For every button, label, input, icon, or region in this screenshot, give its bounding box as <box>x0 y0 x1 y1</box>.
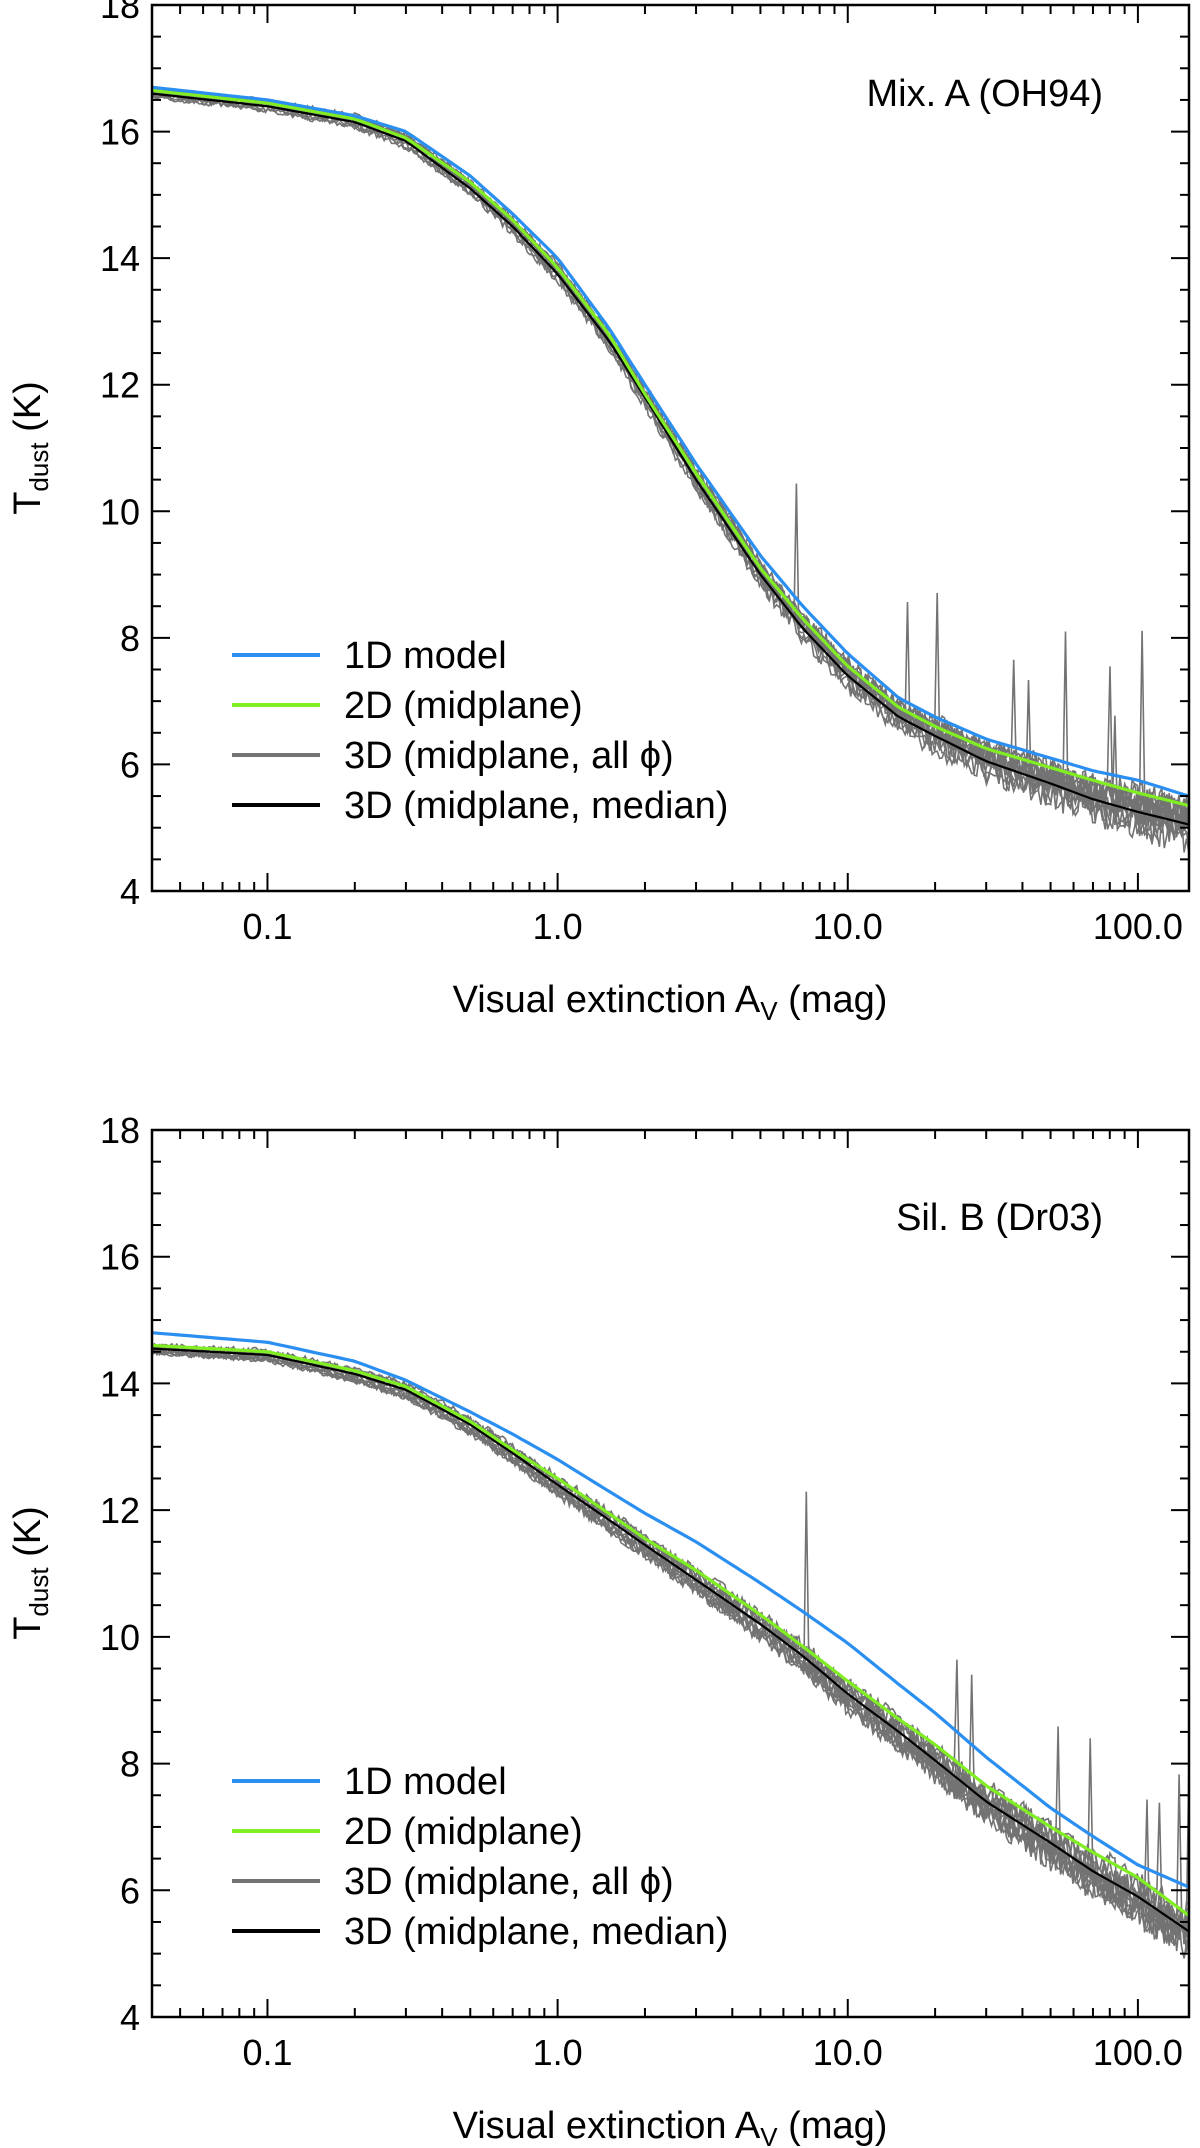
x-tick-label: 100.0 <box>1093 2032 1183 2073</box>
series-line-3d-phi <box>152 87 1189 828</box>
y-tick-label: 12 <box>100 1490 140 1531</box>
series-line-3d-median <box>152 1347 1189 1933</box>
y-tick-label: 10 <box>100 491 140 532</box>
y-tick-label: 6 <box>120 1870 140 1911</box>
y-tick-label: 4 <box>120 1997 140 2038</box>
chart-panel-mix-a: 0.1 1.0 10.0 100.0 4 6 8 10 12 14 16 18 Mix. A (OH9… <box>7 0 1191 1026</box>
legend: 1D model 2D (midplane) 3D (midplane, all ϕ… <box>232 635 728 827</box>
series-line-1d-model <box>152 1331 1189 1889</box>
x-tick-label: 10.0 <box>813 2032 883 2073</box>
series-line-1d-model <box>152 85 1189 798</box>
legend-label: 3D (midplane, all ϕ) <box>344 735 674 777</box>
y-tick-label: 8 <box>120 1744 140 1785</box>
x-tick-label: 10.0 <box>813 906 883 947</box>
y-tick-label: 16 <box>100 1237 140 1278</box>
series-line-3d-phi <box>152 1345 1189 1947</box>
series-line-3d-phi <box>152 89 1189 833</box>
x-tick-label: 0.1 <box>242 906 292 947</box>
series-line-3d-phi <box>152 89 1189 827</box>
y-tick-label: 12 <box>100 365 140 406</box>
y-tick-label: 14 <box>100 238 140 279</box>
series-line-3d-phi <box>152 90 1189 837</box>
legend-label: 1D model <box>344 1761 507 1803</box>
series-line-3d-phi <box>152 1349 1189 1946</box>
series-line-3d-phi <box>152 1349 1189 1959</box>
plot-frame <box>150 1128 1191 2019</box>
series-line-3d-phi <box>152 87 1189 830</box>
legend-label: 2D (midplane) <box>344 1811 583 1853</box>
series-line-3d-phi <box>152 88 1189 824</box>
y-tick-label: 18 <box>100 1110 140 1151</box>
y-axis-label: Tdust (K) <box>7 381 54 515</box>
panel-title: Mix. A (OH94) <box>867 73 1104 115</box>
series-line-3d-phi <box>152 1346 1189 1948</box>
legend-label: 3D (midplane, all ϕ) <box>344 1861 674 1903</box>
legend-label: 3D (midplane, median) <box>344 785 728 827</box>
axis-ticks: 0.1 1.0 10.0 100.0 4 6 8 10 12 14 16 18 <box>100 0 1189 947</box>
x-tick-label: 0.1 <box>242 2032 292 2073</box>
panel-title: Sil. B (Dr03) <box>896 1197 1103 1239</box>
series-line-3d-median <box>152 92 1189 826</box>
series-line-3d-phi <box>152 88 1189 839</box>
y-tick-label: 10 <box>100 1617 140 1658</box>
y-tick-label: 14 <box>100 1363 140 1404</box>
y-tick-label: 16 <box>100 112 140 153</box>
series-lines <box>152 1331 1189 1933</box>
y-tick-label: 4 <box>120 871 140 912</box>
y-tick-label: 18 <box>100 0 140 26</box>
legend-label: 1D model <box>344 635 507 677</box>
axis-ticks: 0.1 1.0 10.0 100.0 4 6 8 10 12 14 16 18 <box>100 1110 1189 2073</box>
y-tick-label: 8 <box>120 618 140 659</box>
series-line-3d-phi <box>152 88 1189 836</box>
y-tick-label: 6 <box>120 744 140 785</box>
y-axis-label: Tdust (K) <box>7 1506 54 1640</box>
x-axis-label: Visual extinction AV (mag) <box>453 2105 888 2148</box>
legend-label: 3D (midplane, median) <box>344 1911 728 1953</box>
chart-panel-sil-b: 0.1 1.0 10.0 100.0 4 6 8 10 12 14 16 18 Sil. B (Dr0… <box>7 1110 1191 2148</box>
series-line-2d-midplane <box>152 1343 1189 1917</box>
x-tick-label: 1.0 <box>533 2032 583 2073</box>
plot-frame <box>150 3 1191 893</box>
series-line-2d-midplane <box>152 88 1189 808</box>
series-lines <box>152 85 1189 826</box>
x-tick-label: 100.0 <box>1093 906 1183 947</box>
x-tick-label: 1.0 <box>533 906 583 947</box>
x-axis-label: Visual extinction AV (mag) <box>453 979 888 1026</box>
legend: 1D model 2D (midplane) 3D (midplane, all ϕ… <box>232 1761 728 1953</box>
series-line-3d-phi <box>152 91 1189 837</box>
legend-label: 2D (midplane) <box>344 685 583 727</box>
